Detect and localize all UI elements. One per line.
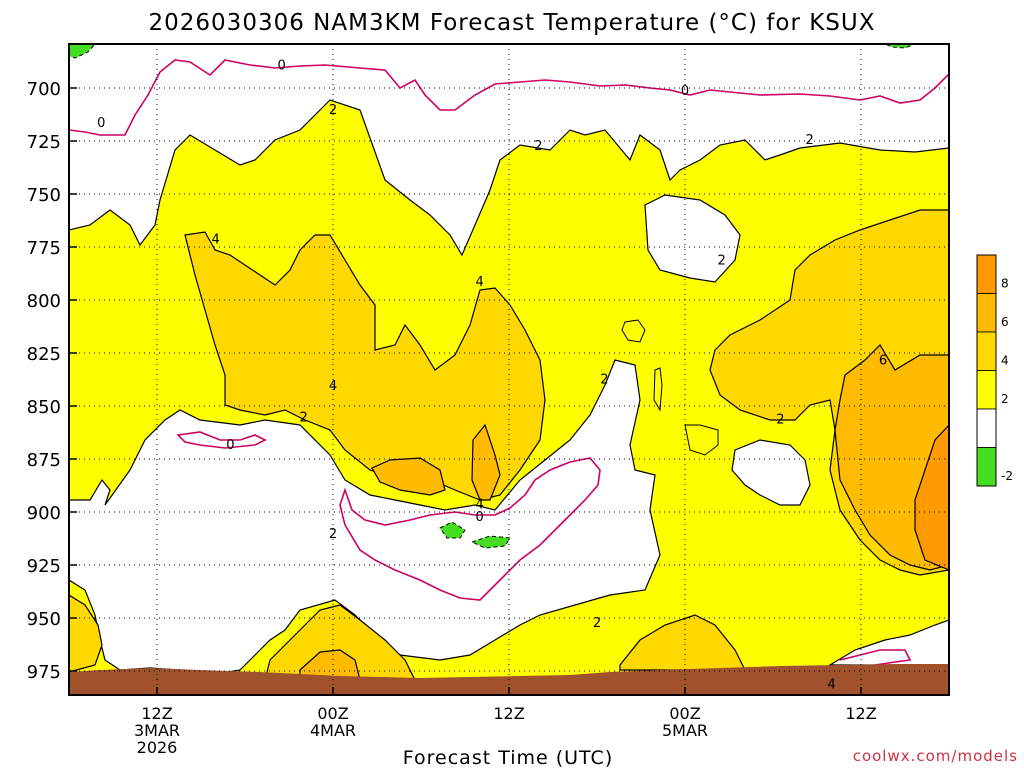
legend-label: 8 <box>1001 277 1009 291</box>
contour-label: 4 <box>828 678 836 693</box>
x-tick-label: 2026 <box>137 738 178 757</box>
contour-label: 4 <box>476 275 484 290</box>
y-tick-label: 900 <box>27 503 61 524</box>
legend-label: 2 <box>1001 392 1009 406</box>
isotherm-0-top <box>69 59 949 136</box>
band-neg-top-left <box>69 44 96 59</box>
band-6-8-center-b <box>471 423 501 501</box>
grid-lines <box>69 44 949 695</box>
x-tick-label: 00Z <box>669 704 700 723</box>
contour-label: 2 <box>300 411 308 426</box>
x-tick-label: 12Z <box>845 704 876 723</box>
legend-label: 6 <box>1001 315 1009 329</box>
y-tick-label: 875 <box>27 450 61 471</box>
contour-label: 4 <box>476 498 484 513</box>
band-4-6-center <box>184 231 546 501</box>
color-legend: 8 6 4 2 -2 <box>976 254 1013 487</box>
contour-label: 0 <box>226 438 234 453</box>
contour-label: 2 <box>806 133 814 148</box>
band-4-6-bottom-left <box>69 594 103 673</box>
watermark: coolwx.com/models <box>853 747 1018 765</box>
x-tick-label: 3MAR <box>134 721 180 740</box>
legend-swatch <box>976 254 997 294</box>
y-tick-label: 950 <box>27 609 61 630</box>
contour-label: 2 <box>593 616 601 631</box>
y-axis: 700 725 750 775 800 825 850 875 900 925 950 975 <box>27 79 77 683</box>
x-tick-label: 00Z <box>317 704 348 723</box>
contour-label: 4 <box>212 233 220 248</box>
y-tick-label: 750 <box>27 185 61 206</box>
contour-label: 2 <box>329 103 337 118</box>
legend-label: -2 <box>1001 469 1013 483</box>
y-tick-label: 800 <box>27 291 61 312</box>
x-tick-label: 12Z <box>141 704 172 723</box>
contour-label: 2 <box>329 527 337 542</box>
y-tick-label: 700 <box>27 79 61 100</box>
legend-swatch <box>976 331 997 371</box>
isotherm-0-centre <box>339 457 601 601</box>
band-0-2-bottom-right <box>827 619 949 666</box>
legend-swatch <box>976 293 997 333</box>
y-tick-label: 825 <box>27 344 61 365</box>
contour-label: 6 <box>879 353 887 368</box>
legend-swatch <box>976 447 997 487</box>
contour-label: 0 <box>97 116 105 131</box>
contour-label: 0 <box>681 84 689 99</box>
band-8-right <box>914 424 949 571</box>
y-tick-label: 850 <box>27 397 61 418</box>
band-0-2-right-island <box>731 439 811 506</box>
x-tick-label: 12Z <box>493 704 524 723</box>
contour-label: 4 <box>329 379 337 394</box>
x-axis-label: Forecast Time (UTC) <box>403 747 613 768</box>
band-0-2-mid-right <box>644 194 741 283</box>
x-tick-label: 5MAR <box>662 721 708 740</box>
y-tick-label: 925 <box>27 556 61 577</box>
legend-swatch <box>976 370 997 410</box>
contour-label: 2 <box>600 372 608 387</box>
legend-swatch <box>976 408 997 448</box>
band-6-8-center-a <box>371 457 446 496</box>
contour-label: 2 <box>718 254 726 269</box>
y-tick-label: 975 <box>27 662 61 683</box>
contour-label: 0 <box>476 510 484 525</box>
contour-label: 2 <box>776 413 784 428</box>
legend-frame <box>976 254 997 487</box>
chart-title: 2026030306 NAM3KM Forecast Temperature (… <box>149 10 876 36</box>
legend-label: 4 <box>1001 354 1009 368</box>
x-tick-label: 4MAR <box>310 721 356 740</box>
contour-label: 0 <box>278 59 286 74</box>
isotherm-0-left <box>176 431 267 449</box>
y-tick-label: 725 <box>27 132 61 153</box>
y-tick-label: 775 <box>27 238 61 259</box>
contour-label: 2 <box>534 139 542 154</box>
